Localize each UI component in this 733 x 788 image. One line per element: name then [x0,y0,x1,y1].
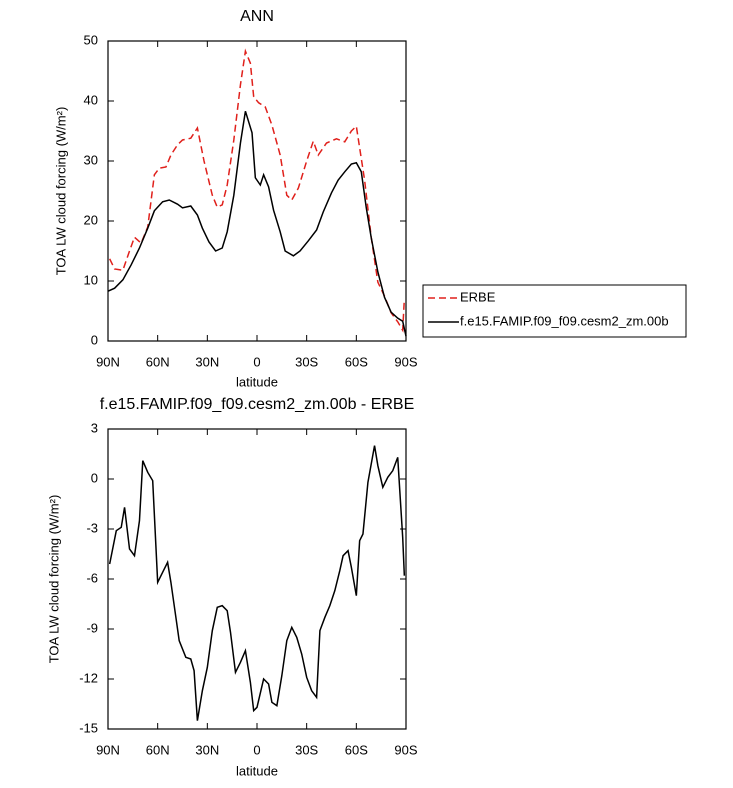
x-tick-label: 90N [96,354,120,369]
y-tick-label: 20 [84,212,98,227]
y-tick-label: -12 [79,670,98,685]
chart-title: f.e15.FAMIP.f09_f09.cesm2_zm.00b - ERBE [100,396,415,413]
chart-title: ANN [240,8,274,25]
x-axis-label: latitude [236,374,278,389]
x-tick-label: 90N [96,742,120,757]
x-tick-label: 60S [345,354,368,369]
y-tick-label: 0 [91,470,98,485]
legend-box [422,284,687,338]
x-tick-label: 0 [253,354,260,369]
data-line [108,48,406,333]
plot-frame [107,40,407,342]
x-tick-label: 90S [394,742,417,757]
data-line [108,445,406,721]
x-tick-label: 0 [253,742,260,757]
plot-frame [107,428,407,730]
x-tick-label: 60N [146,742,170,757]
x-tick-label: 30N [195,354,219,369]
x-tick-label: 90S [394,354,417,369]
y-tick-label: -6 [86,570,98,585]
legend-label: ERBE [460,289,496,304]
y-tick-label: 3 [91,420,98,435]
y-tick-label: 40 [84,92,98,107]
x-tick-label: 30N [195,742,219,757]
x-tick-label: 60S [345,742,368,757]
y-tick-label: 50 [84,32,98,47]
legend-label: f.e15.FAMIP.f09_f09.cesm2_zm.00b [460,313,669,328]
data-line [107,110,407,337]
y-tick-label: 10 [84,272,98,287]
y-tick-label: -15 [79,720,98,735]
x-tick-label: 60N [146,354,170,369]
y-tick-label: 30 [84,152,98,167]
y-tick-label: -3 [86,520,98,535]
y-tick-label: 0 [91,332,98,347]
x-axis-label: latitude [236,763,278,778]
x-tick-label: 30S [295,742,318,757]
x-tick-label: 30S [295,354,318,369]
y-tick-label: -9 [86,620,98,635]
y-axis-label: TOA LW cloud forcing (W/m²) [53,107,68,276]
y-axis-label: TOA LW cloud forcing (W/m²) [46,495,61,664]
